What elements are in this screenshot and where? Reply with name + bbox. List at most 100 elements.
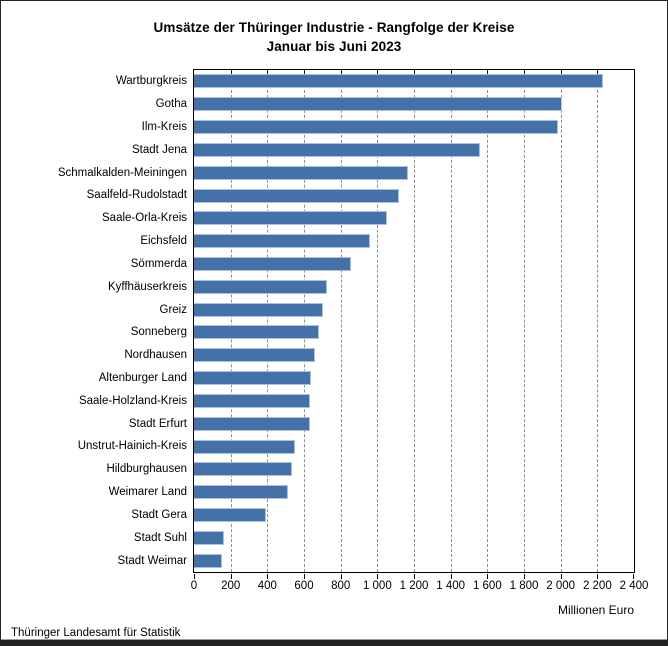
axis-tick-top (524, 70, 525, 74)
x-tick-label: 2 200 (582, 580, 612, 592)
bar (194, 416, 310, 431)
category-label: Stadt Erfurt (128, 417, 187, 430)
axis-tick-top (267, 70, 269, 74)
category-label: Eichsfeld (140, 235, 187, 248)
plot-area (193, 69, 635, 579)
x-tick-label: 2 000 (546, 580, 576, 592)
gridline (230, 70, 232, 572)
gridline (414, 70, 415, 572)
category-label: Gotha (155, 98, 187, 111)
x-tick-label: 1 600 (472, 580, 502, 592)
x-tick-label: 1 200 (399, 580, 429, 592)
bar (194, 325, 319, 340)
bar (194, 256, 351, 271)
category-label: Stadt Suhl (133, 531, 187, 544)
category-label: Saalfeld-Rudolstadt (86, 189, 187, 202)
axis-tick-bottom (304, 574, 305, 579)
axis-tick-bottom (487, 574, 489, 579)
bar (194, 188, 400, 203)
axis-tick-top (597, 70, 599, 74)
bar (194, 97, 562, 112)
gridline (450, 70, 452, 572)
x-tick-label: 0 (190, 580, 198, 592)
bar (194, 439, 295, 454)
bar (194, 279, 327, 294)
axis-tick-bottom (597, 574, 599, 579)
bar (194, 530, 225, 545)
category-label: Schmalkalden-Meiningen (57, 166, 187, 179)
chart-title: Umsätze der Thüringer Industrie - Rangfo… (153, 20, 515, 35)
category-label: Kyffhäuserkreis (107, 280, 187, 293)
axis-tick-top (487, 70, 489, 74)
x-axis-labels: 0 200 400 600 800 1 000 1 200 1 400 1 600 1 800 2 … (190, 580, 649, 595)
axis-tick-bottom (450, 574, 452, 579)
axis-tick-bottom (230, 574, 232, 579)
category-label: Ilm-Kreis (141, 121, 187, 134)
source-label: Thüringer Landesamt für Statistik (11, 627, 181, 639)
category-label: Weimarer Land (108, 486, 187, 499)
axis-tick-bottom (340, 574, 342, 579)
gridline (487, 70, 489, 572)
bar (194, 485, 289, 500)
category-label: Saale-Holzland-Kreis (78, 394, 187, 407)
axis-tick-bottom (377, 574, 379, 579)
bar (194, 165, 408, 180)
x-tick-label: 400 (257, 580, 277, 592)
category-label: Sonneberg (130, 326, 187, 339)
bar (194, 234, 370, 249)
gridline (597, 70, 599, 572)
axis-tick-top (450, 70, 452, 74)
axis-tick-bottom (560, 574, 562, 579)
gridline (560, 70, 562, 572)
x-tick-label: 1 800 (509, 580, 539, 592)
bar (194, 211, 387, 226)
axis-tick-top (560, 70, 562, 74)
axis-tick-bottom (633, 574, 634, 579)
gridline (340, 70, 342, 572)
category-label: Greiz (159, 303, 187, 316)
gridline (304, 70, 305, 572)
axis-tick-top (230, 70, 232, 74)
bar (194, 142, 480, 157)
category-label: Sömmerda (130, 257, 187, 270)
category-label: Stadt Weimar (117, 554, 187, 567)
bar (194, 553, 223, 568)
bar (194, 348, 315, 363)
x-tick-label: 600 (294, 580, 314, 592)
bar (194, 507, 267, 522)
gridline (524, 70, 525, 572)
axis-tick-bottom (267, 574, 269, 579)
axis-tick-bottom (524, 574, 525, 579)
axis-unit-label: Millionen Euro (557, 603, 634, 617)
bar (194, 120, 558, 135)
x-tick-label: 200 (221, 580, 241, 592)
x-tick-label: 800 (331, 580, 351, 592)
category-label: Stadt Jena (132, 143, 187, 156)
category-label: Hildburghausen (106, 463, 187, 476)
category-label: Nordhausen (124, 349, 187, 362)
bar (194, 371, 312, 386)
category-label: Saale-Orla-Kreis (102, 212, 187, 225)
category-label: Stadt Gera (131, 508, 187, 521)
axis-tick-top (340, 70, 342, 74)
category-label: Altenburger Land (98, 372, 187, 385)
bar (194, 74, 603, 89)
gridline (267, 70, 269, 572)
footer-bar (1, 639, 667, 645)
bar (194, 302, 324, 317)
axis-tick-top (377, 70, 379, 74)
x-tick-label: 2 400 (619, 580, 649, 592)
chart-subtitle: Januar bis Juni 2023 (266, 39, 402, 54)
x-tick-label: 1 000 (362, 580, 392, 592)
gridline (377, 70, 379, 572)
category-label: Unstrut-Hainich-Kreis (77, 440, 187, 453)
category-label: Wartburgkreis (115, 75, 187, 88)
axis-tick-bottom (194, 574, 195, 579)
axis-tick-bottom (414, 574, 415, 579)
category-axis: Wartburgkreis Gotha Ilm-Kreis Stadt Jena Sch… (1, 70, 187, 572)
axis-tick-top (414, 70, 415, 74)
axis-tick-top (304, 70, 305, 74)
bar (194, 462, 293, 477)
bar (194, 393, 311, 408)
